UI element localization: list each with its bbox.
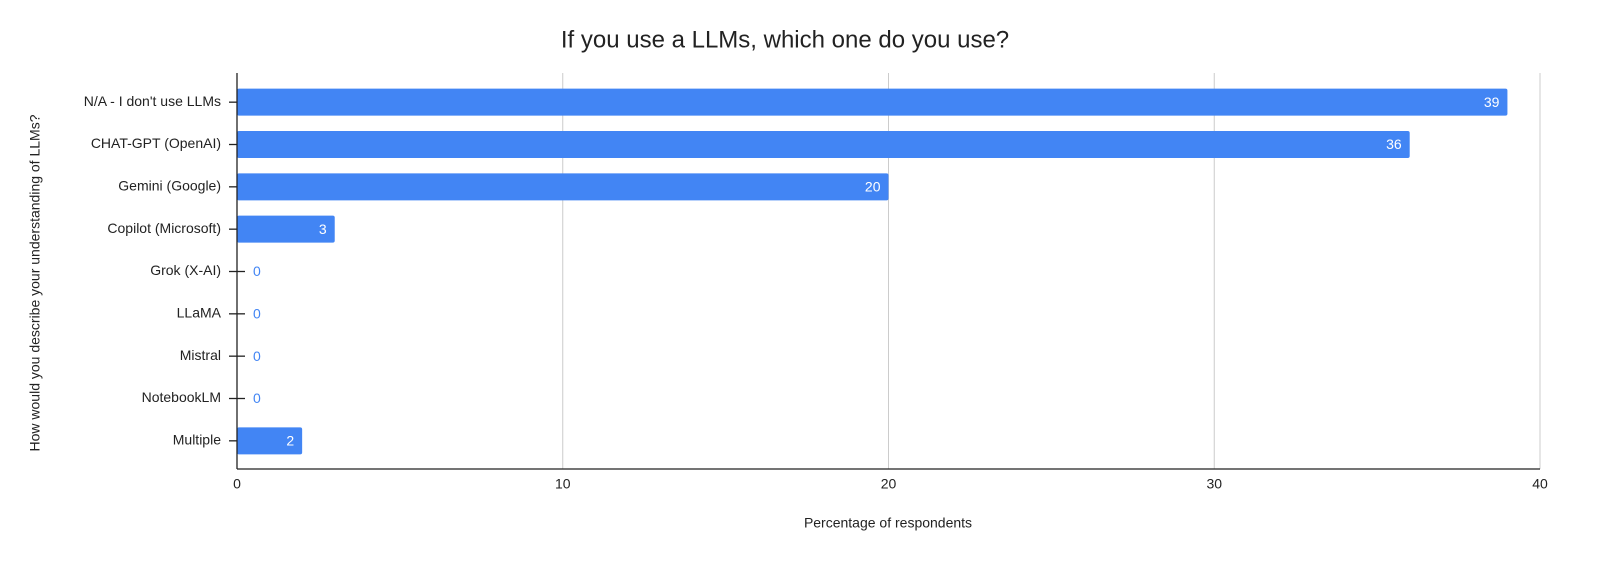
x-axis-title: Percentage of respondents xyxy=(804,515,972,531)
y-tick-label: CHAT-GPT (OpenAI) xyxy=(91,135,221,151)
x-tick-label: 0 xyxy=(233,476,241,492)
y-tick-label: NotebookLM xyxy=(142,389,221,405)
data-label: 36 xyxy=(1386,136,1402,152)
y-tick-label: Grok (X-AI) xyxy=(150,262,221,278)
bar xyxy=(237,131,1410,158)
x-tick-label: 10 xyxy=(555,476,571,492)
data-label: 0 xyxy=(253,306,261,322)
data-label: 3 xyxy=(319,221,327,237)
y-tick-label: N/A - I don't use LLMs xyxy=(84,93,221,109)
y-tick-label: LLaMA xyxy=(177,305,222,321)
data-label: 39 xyxy=(1484,94,1500,110)
bar xyxy=(237,173,889,201)
x-tick-label: 20 xyxy=(881,476,897,492)
bar xyxy=(237,88,1508,116)
y-axis-title: How would you describe your understandin… xyxy=(27,114,43,451)
y-tick-label: Gemini (Google) xyxy=(118,178,221,194)
data-label: 0 xyxy=(253,263,261,279)
x-tick-label: 40 xyxy=(1532,476,1548,492)
bar xyxy=(237,215,335,243)
y-tick-label: Copilot (Microsoft) xyxy=(107,220,221,236)
data-label: 0 xyxy=(253,390,261,406)
data-label: 2 xyxy=(286,433,294,449)
y-tick-label: Multiple xyxy=(173,432,221,448)
data-label: 20 xyxy=(865,179,881,195)
data-label: 0 xyxy=(253,348,261,364)
chart-title: If you use a LLMs, which one do you use? xyxy=(561,26,1009,53)
y-tick-label: Mistral xyxy=(180,347,221,363)
x-tick-label: 30 xyxy=(1206,476,1222,492)
bar xyxy=(237,427,303,455)
